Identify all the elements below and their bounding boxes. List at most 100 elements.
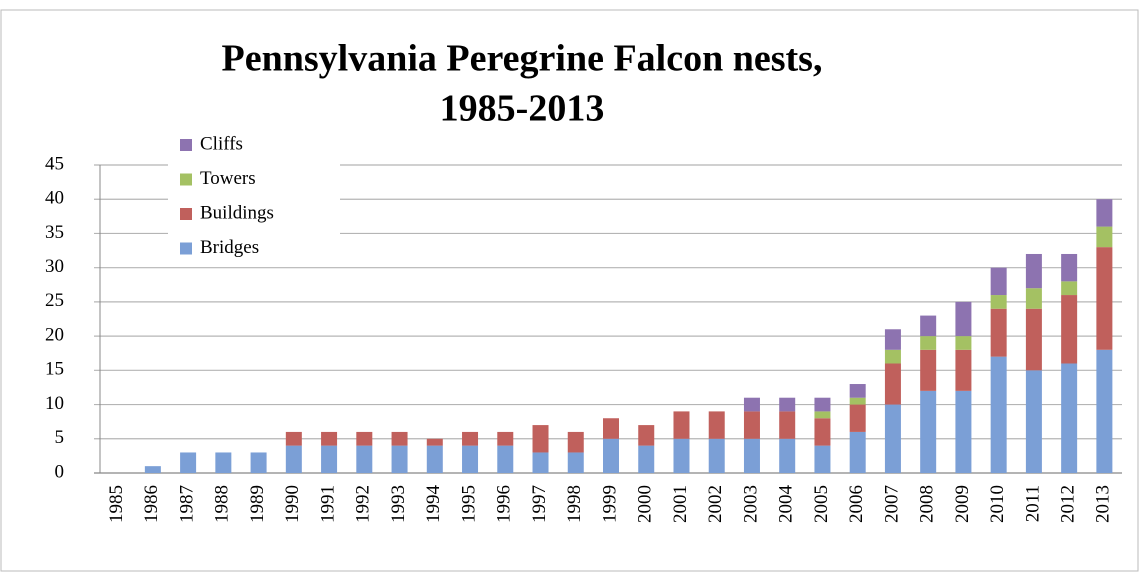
bar-segment bbox=[814, 397, 831, 412]
bar-segment bbox=[391, 431, 408, 446]
x-tick-label: 1990 bbox=[282, 485, 303, 523]
bar-segment bbox=[955, 301, 972, 337]
bar-segment bbox=[1061, 295, 1078, 364]
bar-segment bbox=[814, 445, 831, 473]
bar-segment bbox=[497, 445, 514, 473]
bar-segment bbox=[955, 349, 972, 391]
bar-segment bbox=[990, 267, 1007, 296]
x-tick-label: 1987 bbox=[176, 485, 197, 523]
bar-segment bbox=[743, 411, 760, 439]
y-tick-label: 10 bbox=[45, 393, 64, 414]
bar-segment bbox=[920, 315, 937, 337]
x-tick-label: 1993 bbox=[388, 485, 409, 523]
bar-segment bbox=[1061, 281, 1078, 296]
legend-swatch bbox=[180, 173, 192, 186]
bar-segment bbox=[673, 411, 690, 439]
bar-segment bbox=[779, 438, 796, 473]
x-tick-label: 1986 bbox=[141, 485, 162, 523]
bar-segment bbox=[920, 336, 937, 350]
bar-segment bbox=[532, 425, 549, 453]
bar-segment bbox=[462, 431, 479, 446]
bar-segment bbox=[638, 445, 655, 473]
legend-label: Towers bbox=[200, 168, 256, 189]
x-tick-label: 2002 bbox=[705, 485, 726, 523]
bar-segment bbox=[1025, 253, 1042, 289]
x-tick-label: 1998 bbox=[564, 485, 585, 523]
bar-segment bbox=[920, 390, 937, 473]
bar-segment bbox=[884, 363, 901, 405]
chart-title: 1985-2013 bbox=[440, 88, 605, 130]
bar-segment bbox=[180, 452, 197, 473]
bar-segment bbox=[638, 425, 655, 446]
bar-segment bbox=[814, 411, 831, 419]
x-tick-label: 1995 bbox=[458, 485, 479, 523]
bar-segment bbox=[321, 431, 338, 446]
bar-segment bbox=[1025, 288, 1042, 309]
legend-label: Cliffs bbox=[200, 133, 243, 154]
frame bbox=[0, 9, 1139, 572]
legend-swatch bbox=[180, 139, 192, 151]
bar-segment bbox=[285, 431, 302, 446]
x-tick-label: 2003 bbox=[740, 485, 761, 523]
y-tick-label: 20 bbox=[45, 324, 64, 345]
x-tick-label: 1996 bbox=[494, 485, 515, 523]
bar-segment bbox=[990, 356, 1007, 473]
bar-segment bbox=[1096, 199, 1113, 227]
bar-segment bbox=[1061, 363, 1078, 473]
bar-segment bbox=[603, 418, 619, 439]
bar-segment bbox=[708, 411, 725, 439]
bar-segment bbox=[849, 431, 866, 473]
x-tick-label: 1985 bbox=[106, 485, 127, 523]
bar-segment bbox=[814, 418, 831, 446]
bar-segment bbox=[743, 397, 760, 412]
bar-segment bbox=[1025, 370, 1042, 473]
bar-segment bbox=[884, 404, 901, 473]
bar-segment bbox=[567, 452, 584, 473]
y-tick-label: 30 bbox=[45, 256, 64, 277]
bar-segment bbox=[779, 411, 796, 439]
x-tick-label: 2008 bbox=[917, 485, 938, 523]
bar-segment bbox=[849, 384, 866, 398]
bar-segment bbox=[990, 295, 1007, 309]
x-tick-label: 1994 bbox=[423, 485, 444, 524]
bar-segment bbox=[250, 452, 267, 473]
bar-segment bbox=[321, 445, 338, 473]
bar-segment bbox=[884, 349, 901, 364]
legend-label: Buildings bbox=[200, 202, 274, 223]
x-tick-label: 2012 bbox=[1057, 485, 1078, 523]
bar-segment bbox=[144, 466, 161, 473]
x-tick-label: 2000 bbox=[635, 485, 656, 523]
x-tick-label: 1997 bbox=[529, 485, 550, 523]
y-tick-label: 25 bbox=[45, 290, 64, 311]
y-tick-label: 15 bbox=[45, 359, 64, 380]
y-tick-label: 35 bbox=[45, 222, 64, 243]
bar-segment bbox=[356, 445, 373, 473]
bar-segment bbox=[673, 438, 690, 473]
bar-segment bbox=[603, 438, 619, 473]
bar-segment bbox=[285, 445, 302, 473]
bar-segment bbox=[955, 336, 972, 350]
x-tick-label: 1992 bbox=[353, 485, 374, 523]
bar-segment bbox=[990, 308, 1007, 357]
legend-label: Bridges bbox=[200, 237, 259, 258]
bar-segment bbox=[215, 452, 232, 473]
x-tick-label: 2004 bbox=[776, 485, 797, 524]
bar-segment bbox=[849, 404, 866, 432]
bar-segment bbox=[1061, 253, 1078, 282]
bar-segment bbox=[1096, 349, 1113, 473]
x-tick-label: 2006 bbox=[846, 485, 867, 523]
y-tick-label: 5 bbox=[55, 427, 65, 448]
bar-segment bbox=[849, 397, 866, 405]
bar-segment bbox=[356, 431, 373, 446]
bar-segment bbox=[426, 445, 443, 473]
bar-segment bbox=[955, 390, 972, 473]
x-tick-label: 2009 bbox=[952, 485, 973, 523]
y-tick-label: 40 bbox=[45, 188, 64, 209]
x-tick-label: 1999 bbox=[599, 485, 620, 523]
y-tick-label: 45 bbox=[45, 153, 64, 174]
bar-segment bbox=[743, 438, 760, 473]
bar-segment bbox=[532, 452, 549, 473]
x-tick-label: 2007 bbox=[881, 485, 902, 523]
bar-segment bbox=[462, 445, 479, 473]
